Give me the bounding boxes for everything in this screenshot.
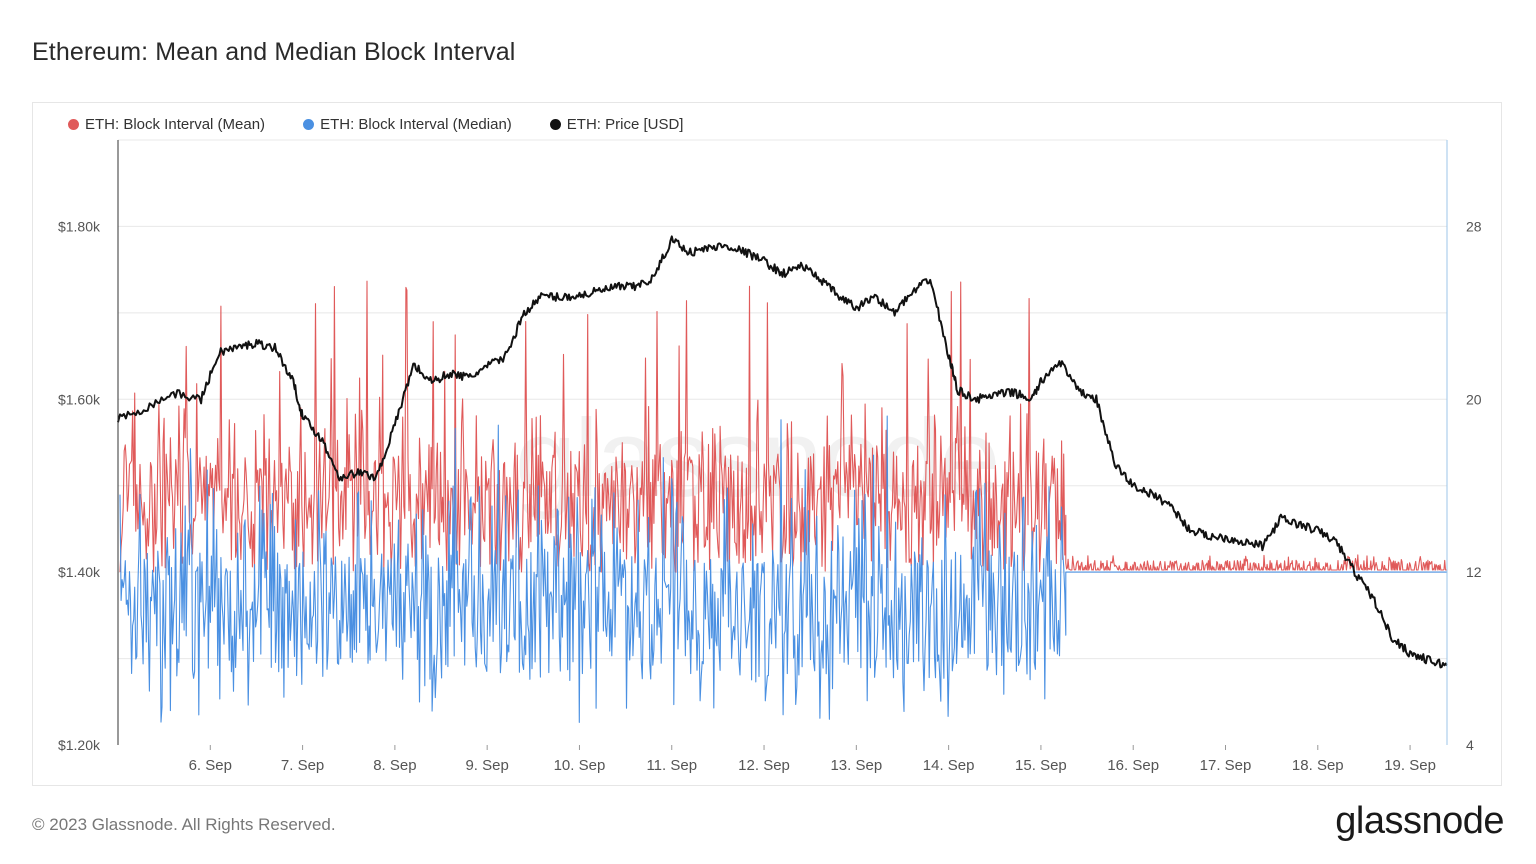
right-tick-label: 12: [1466, 564, 1482, 580]
x-tick-label: 18. Sep: [1292, 757, 1344, 774]
left-tick-label: $1.40k: [58, 564, 101, 580]
brand-logo[interactable]: glassnode: [1335, 800, 1504, 842]
left-tick-label: $1.20k: [58, 737, 101, 753]
legend-label-median: ETH: Block Interval (Median): [320, 116, 512, 133]
legend-item-mean[interactable]: ETH: Block Interval (Mean): [68, 116, 265, 133]
x-tick-label: 7. Sep: [281, 757, 324, 774]
axes: $1.20k $1.40k $1.60k $1.80k 4 12 20 28 6. Sep 7. …: [58, 140, 1482, 774]
x-tick-label: 10. Sep: [554, 757, 606, 774]
legend-label-price: ETH: Price [USD]: [566, 116, 684, 133]
x-tick-label: 6. Sep: [189, 757, 232, 774]
series-median-line: [119, 415, 1447, 723]
x-tick-label: 12. Sep: [738, 757, 790, 774]
x-tick-label: 11. Sep: [646, 757, 697, 774]
left-tick-label: $1.80k: [58, 218, 101, 234]
series-median: [119, 415, 1447, 723]
right-tick-label: 20: [1466, 391, 1482, 407]
x-tick-label: 13. Sep: [830, 757, 882, 774]
legend-dot-price: [549, 119, 561, 130]
legend: ETH: Block Interval (Mean) ETH: Block In…: [68, 116, 683, 133]
series-mean: [119, 280, 1447, 573]
x-tick-label: 16. Sep: [1107, 757, 1159, 774]
copyright-text: © 2023 Glassnode. All Rights Reserved.: [32, 815, 336, 834]
legend-item-price[interactable]: ETH: Price [USD]: [549, 116, 684, 133]
grid-lines: [118, 139, 1447, 660]
right-tick-label: 28: [1466, 218, 1482, 234]
legend-dot-median: [303, 119, 315, 130]
series-price: [117, 235, 1448, 669]
series-mean-line: [119, 280, 1447, 573]
legend-label-mean: ETH: Block Interval (Mean): [85, 116, 266, 133]
chart-panel: [32, 102, 1502, 786]
x-tick-label: 15. Sep: [1015, 757, 1067, 774]
chart-title: Ethereum: Mean and Median Block Interval: [32, 38, 516, 66]
x-tick-label: 9. Sep: [465, 757, 508, 774]
legend-item-median[interactable]: ETH: Block Interval (Median): [303, 116, 512, 133]
series-price-line: [117, 235, 1448, 669]
right-tick-label: 4: [1466, 737, 1474, 753]
x-tick-label: 14. Sep: [923, 757, 975, 774]
x-tick-label: 17. Sep: [1200, 757, 1252, 774]
left-tick-label: $1.60k: [58, 391, 101, 407]
legend-dot-mean: [68, 119, 79, 130]
x-tick-label: 8. Sep: [373, 757, 416, 774]
x-tick-label: 19. Sep: [1384, 757, 1436, 774]
